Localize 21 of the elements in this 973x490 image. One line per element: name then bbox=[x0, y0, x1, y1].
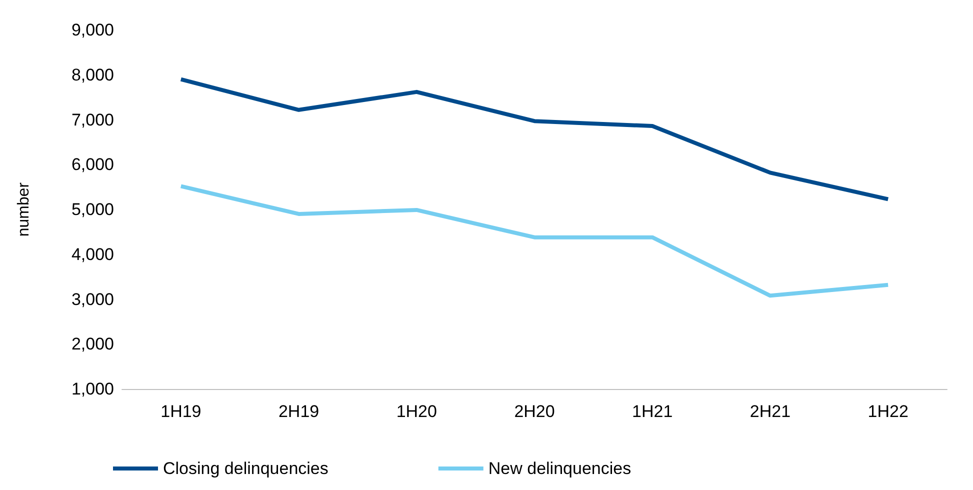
y-tick-label: 4,000 bbox=[71, 244, 114, 264]
y-tick-label: 3,000 bbox=[71, 290, 114, 309]
x-tick-label: 2H20 bbox=[514, 402, 555, 421]
x-tick-label: 1H22 bbox=[868, 402, 908, 421]
y-tick-label: 5,000 bbox=[71, 200, 114, 219]
x-tick-label: 1H21 bbox=[632, 402, 673, 421]
y-tick-label: 9,000 bbox=[71, 20, 114, 40]
x-tick-label: 1H20 bbox=[396, 402, 437, 421]
line-series bbox=[178, 184, 890, 298]
x-tick-label: 1H19 bbox=[160, 402, 202, 421]
x-tick-label: 2H21 bbox=[750, 402, 791, 421]
x-tick-label: 2H19 bbox=[278, 402, 320, 421]
y-tick-label: 6,000 bbox=[71, 155, 114, 174]
y-axis-title: number bbox=[16, 182, 32, 237]
line-series bbox=[178, 77, 890, 202]
legend-label: Closing delinquencies bbox=[163, 459, 328, 478]
y-tick-label: 8,000 bbox=[71, 65, 114, 84]
y-tick-label: 2,000 bbox=[71, 334, 114, 354]
legend-label: New delinquencies bbox=[488, 459, 632, 478]
y-tick-label: 7,000 bbox=[71, 110, 114, 130]
y-tick-label: 1,000 bbox=[71, 380, 114, 398]
